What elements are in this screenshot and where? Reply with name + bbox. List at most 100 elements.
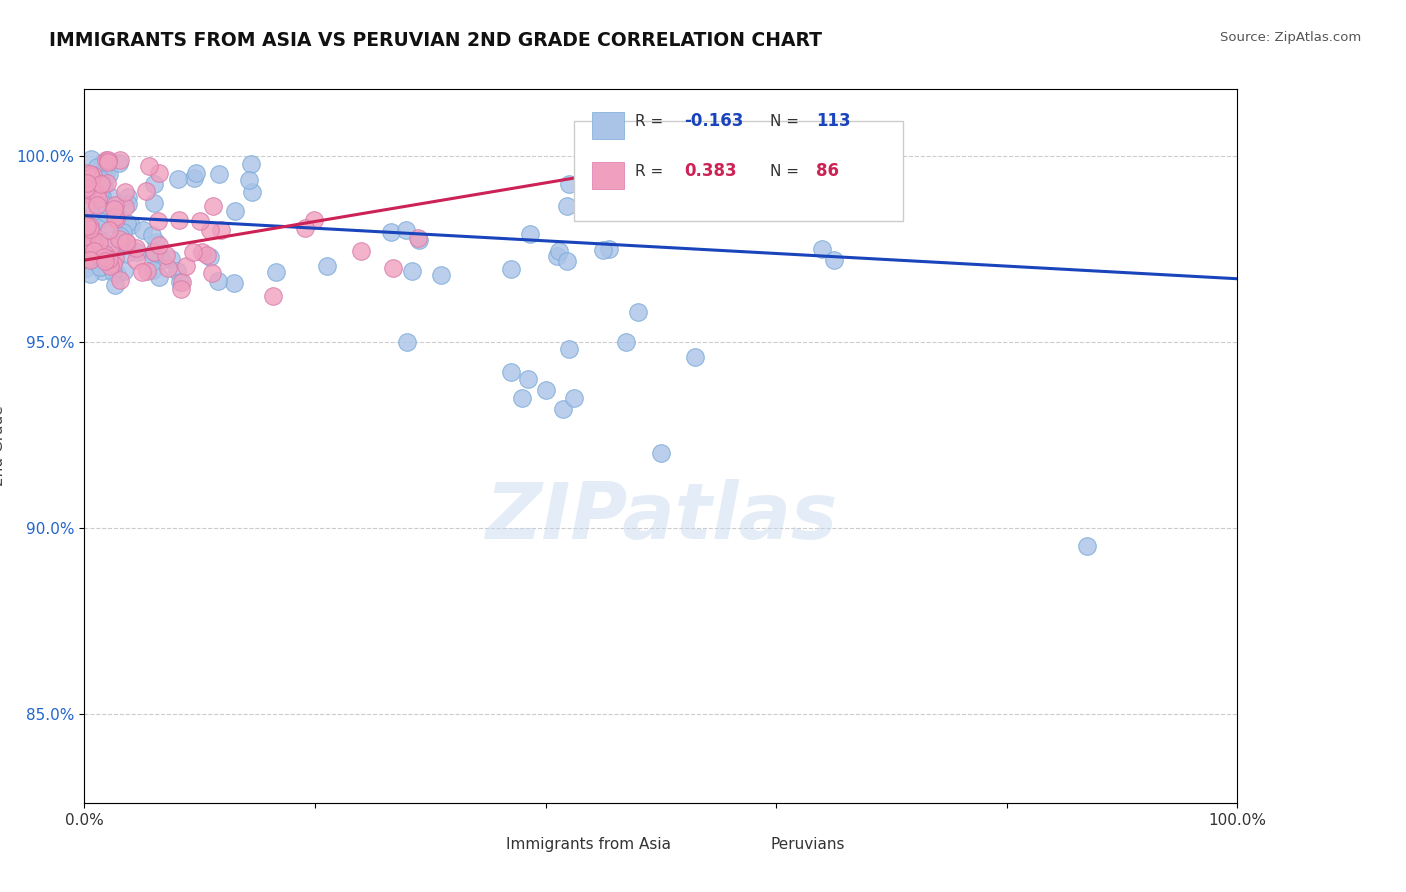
Point bbox=[148, 238, 170, 252]
Point bbox=[264, 265, 287, 279]
Point bbox=[170, 282, 193, 296]
Point bbox=[198, 250, 221, 264]
Point bbox=[1076, 539, 1098, 553]
Point bbox=[125, 244, 148, 259]
Point bbox=[83, 235, 105, 250]
Point bbox=[82, 235, 104, 249]
Point bbox=[112, 264, 135, 278]
Point bbox=[141, 227, 163, 242]
Point bbox=[207, 274, 229, 288]
FancyBboxPatch shape bbox=[575, 121, 903, 221]
Point bbox=[131, 265, 153, 279]
Point bbox=[83, 248, 105, 262]
Point bbox=[614, 334, 637, 349]
Point bbox=[517, 372, 540, 386]
Point bbox=[104, 210, 127, 224]
Point bbox=[98, 223, 121, 237]
Point bbox=[546, 249, 568, 263]
Point bbox=[142, 248, 165, 262]
Point bbox=[555, 199, 578, 213]
Point bbox=[117, 196, 139, 211]
Point bbox=[80, 230, 103, 244]
Point bbox=[96, 176, 118, 190]
Point bbox=[499, 365, 522, 379]
Point bbox=[592, 243, 614, 257]
Point bbox=[209, 222, 232, 236]
Text: Peruvians: Peruvians bbox=[770, 837, 845, 852]
Point bbox=[117, 235, 139, 250]
Point bbox=[98, 259, 121, 273]
Point bbox=[429, 268, 451, 282]
Text: -0.163: -0.163 bbox=[683, 112, 744, 130]
Point bbox=[93, 178, 115, 192]
Point bbox=[157, 261, 180, 276]
Text: IMMIGRANTS FROM ASIA VS PERUVIAN 2ND GRADE CORRELATION CHART: IMMIGRANTS FROM ASIA VS PERUVIAN 2ND GRA… bbox=[49, 31, 823, 50]
Point bbox=[108, 273, 131, 287]
Point bbox=[117, 190, 139, 204]
Point bbox=[202, 199, 225, 213]
Point bbox=[86, 248, 108, 262]
Point bbox=[93, 248, 115, 262]
Point bbox=[150, 252, 173, 267]
Point bbox=[83, 183, 105, 197]
Point bbox=[93, 235, 115, 250]
Point bbox=[408, 233, 430, 247]
Point bbox=[382, 261, 405, 276]
Point bbox=[94, 254, 117, 268]
Point bbox=[650, 446, 672, 460]
Point bbox=[148, 270, 170, 285]
Point bbox=[80, 169, 103, 184]
Point bbox=[98, 252, 121, 266]
Point bbox=[75, 188, 97, 202]
Point bbox=[224, 204, 246, 219]
Point bbox=[77, 175, 100, 189]
Point bbox=[91, 163, 114, 178]
Point bbox=[75, 181, 97, 195]
Point bbox=[79, 222, 101, 236]
Point bbox=[166, 264, 188, 278]
Text: Source: ZipAtlas.com: Source: ZipAtlas.com bbox=[1220, 31, 1361, 45]
Point bbox=[380, 225, 402, 239]
Point bbox=[395, 223, 418, 237]
Point bbox=[75, 252, 97, 266]
Point bbox=[79, 229, 101, 244]
Point bbox=[823, 253, 845, 268]
Point bbox=[84, 182, 107, 196]
Point bbox=[114, 185, 136, 199]
Point bbox=[75, 166, 97, 180]
Point bbox=[79, 267, 101, 281]
Point bbox=[145, 235, 167, 249]
Point bbox=[148, 166, 170, 180]
Point bbox=[94, 153, 117, 167]
Point bbox=[557, 343, 579, 357]
Point bbox=[80, 241, 103, 255]
Point bbox=[104, 251, 127, 265]
Point bbox=[76, 251, 98, 265]
Point bbox=[316, 259, 339, 273]
Point bbox=[181, 245, 204, 260]
Point bbox=[87, 213, 110, 227]
Point bbox=[75, 200, 97, 214]
Point bbox=[75, 217, 97, 231]
Point bbox=[174, 259, 197, 273]
Point bbox=[685, 350, 707, 364]
Point bbox=[621, 188, 644, 202]
Point bbox=[97, 153, 120, 168]
Point bbox=[131, 223, 153, 237]
Point bbox=[94, 205, 117, 219]
Point bbox=[238, 173, 260, 187]
Point bbox=[79, 219, 101, 233]
Point bbox=[110, 235, 132, 249]
Point bbox=[146, 214, 169, 228]
Point bbox=[87, 193, 110, 207]
Point bbox=[86, 172, 108, 186]
Point bbox=[555, 253, 578, 268]
Point bbox=[159, 252, 181, 267]
Point bbox=[93, 250, 115, 264]
Point bbox=[222, 277, 245, 291]
Point bbox=[598, 242, 620, 256]
Point bbox=[135, 184, 157, 198]
Point bbox=[183, 171, 205, 186]
Point bbox=[83, 203, 105, 218]
Point bbox=[96, 217, 118, 231]
